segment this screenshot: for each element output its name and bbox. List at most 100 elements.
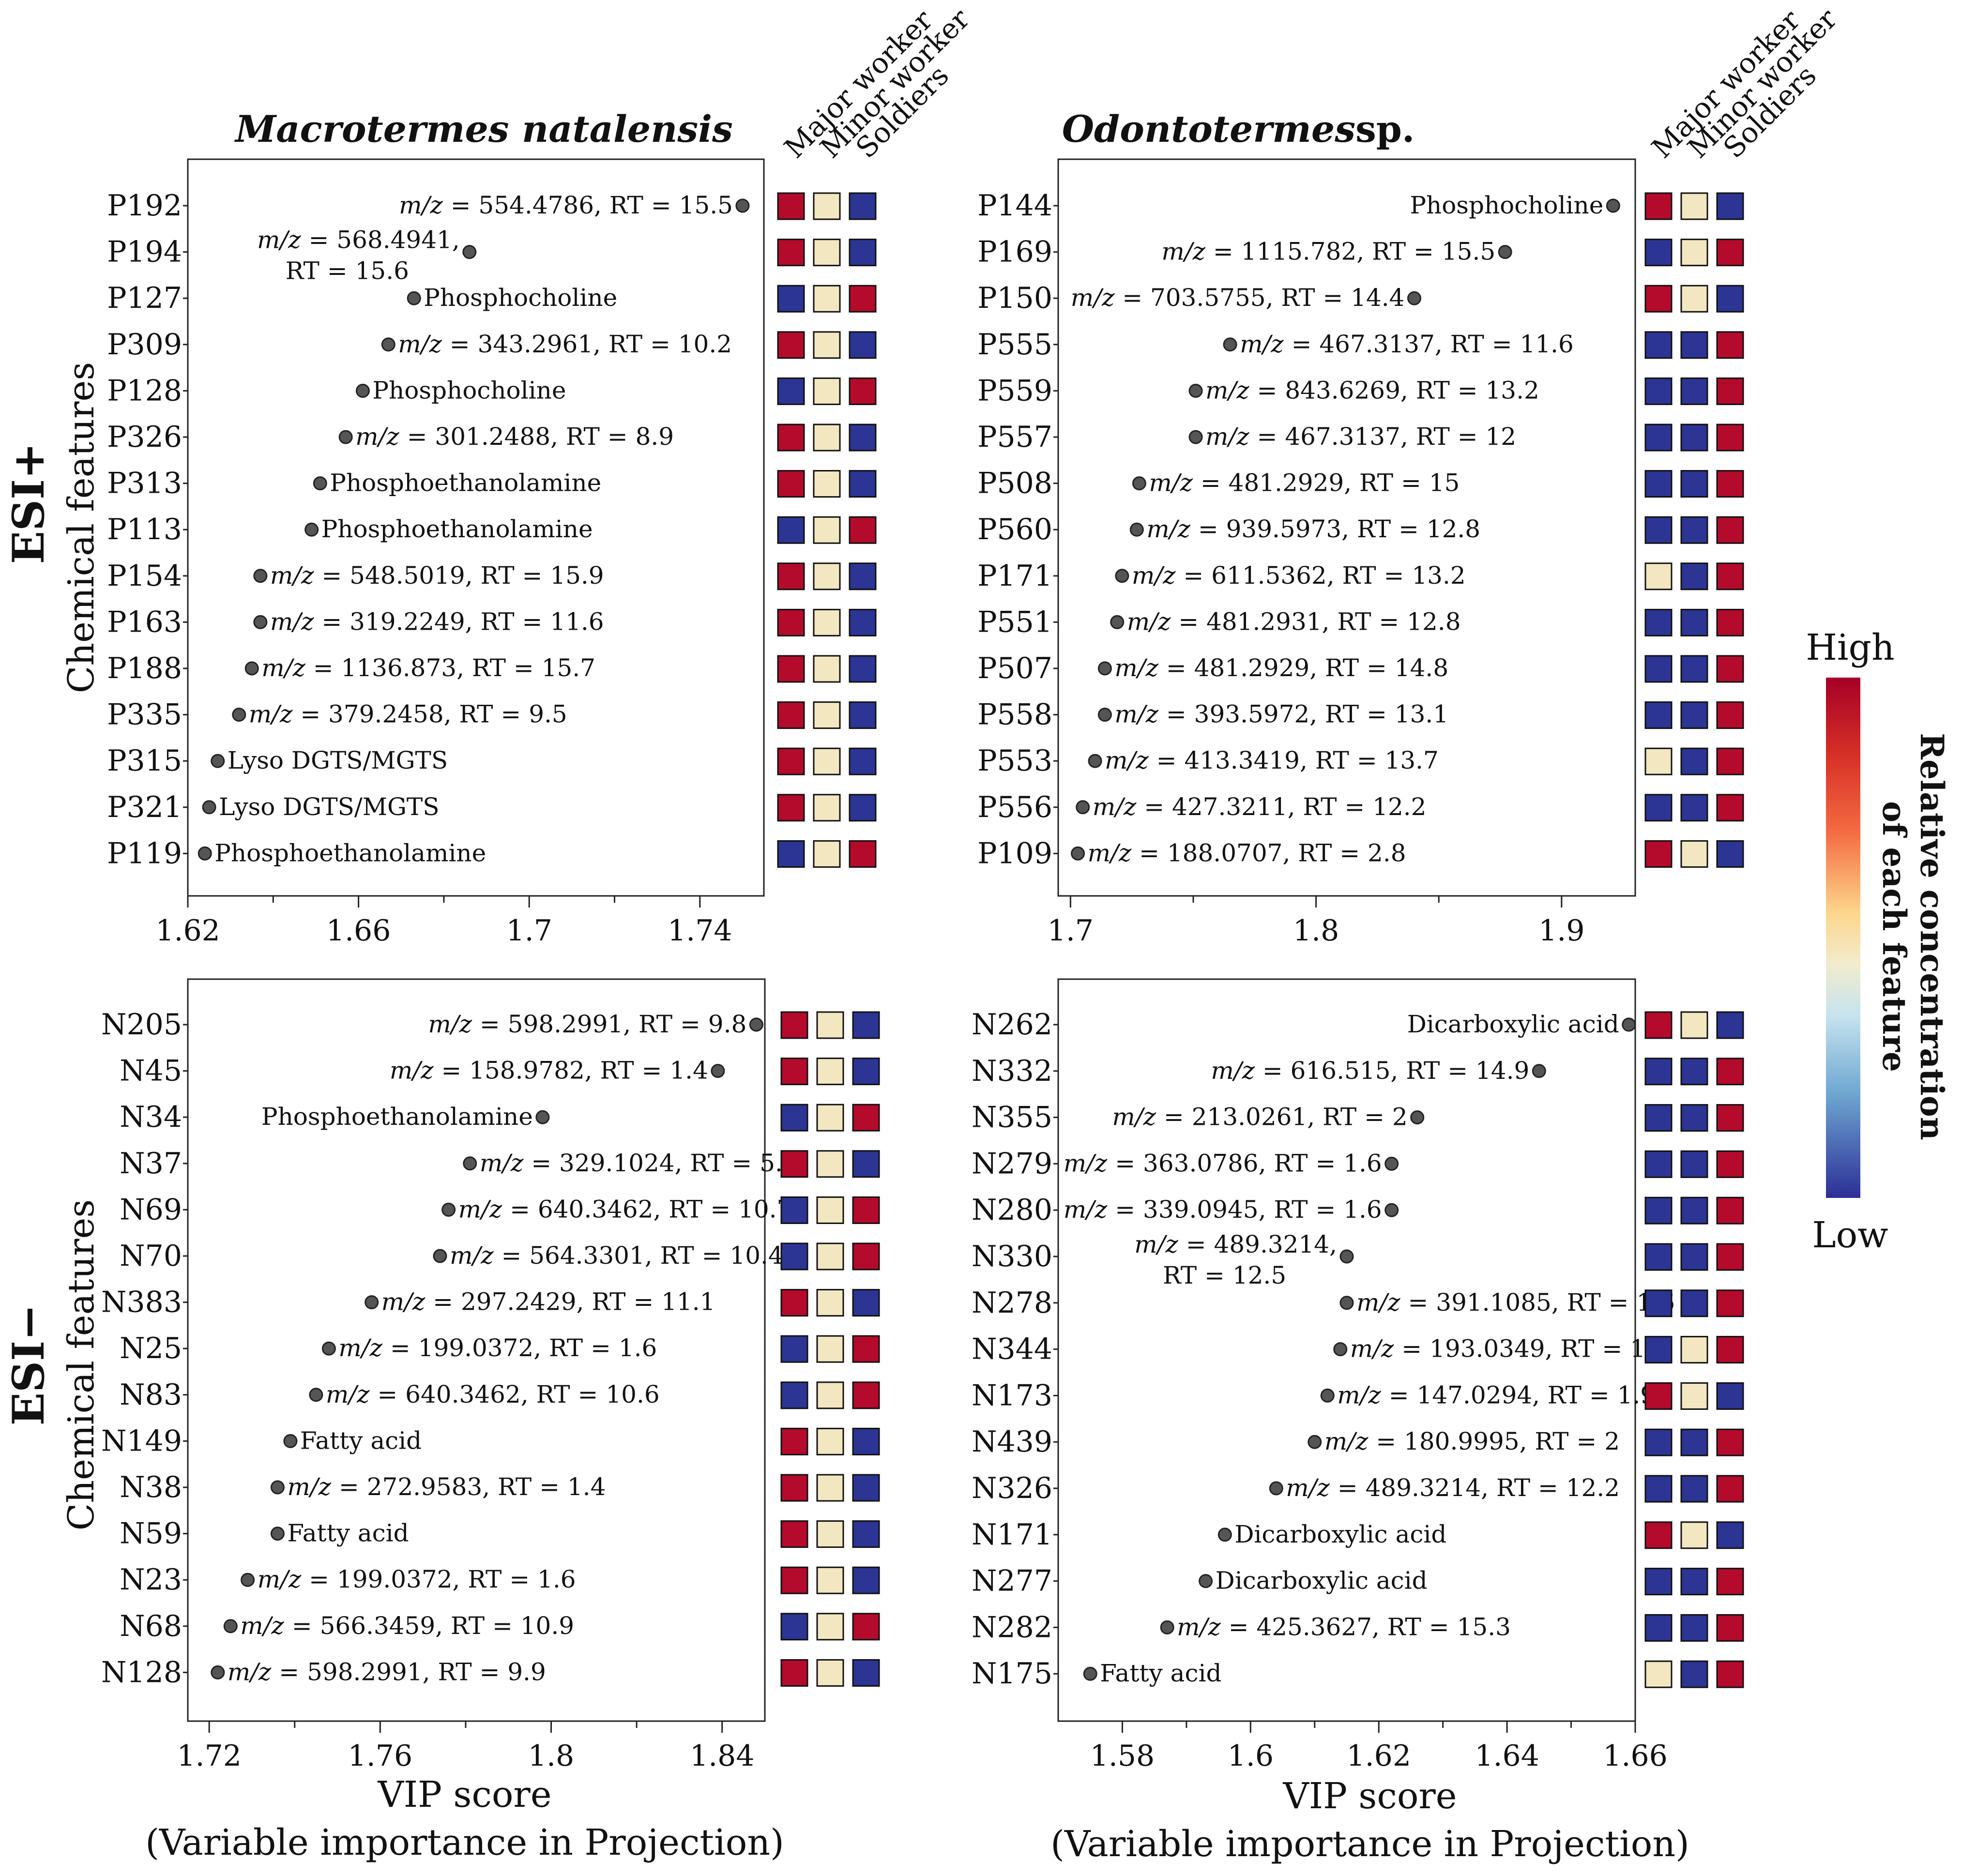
feature-annotation: m/z = 467.3137, RT = 12 bbox=[1205, 423, 1516, 451]
feature-annotation: m/z = 1115.782, RT = 15.5 bbox=[1161, 238, 1495, 266]
heat-cell bbox=[1716, 840, 1744, 868]
feature-id: P188 bbox=[107, 651, 182, 685]
feature-annotation: m/z = 363.0786, RT = 1.6 bbox=[1064, 1149, 1382, 1177]
heat-cell bbox=[777, 840, 805, 868]
feature-id: N330 bbox=[972, 1240, 1052, 1273]
feature-id: N262 bbox=[972, 1008, 1052, 1042]
heat-cell bbox=[1680, 331, 1708, 359]
heat-cell bbox=[1716, 1521, 1744, 1549]
heat-cell bbox=[1644, 1289, 1673, 1317]
heat-cell bbox=[1680, 470, 1708, 498]
heat-cell bbox=[1716, 516, 1744, 544]
feature-id: P119 bbox=[107, 836, 182, 870]
vip-point bbox=[1339, 1249, 1354, 1264]
heat-cell bbox=[852, 1196, 880, 1224]
heat-cell bbox=[1680, 840, 1708, 868]
feature-annotation: m/z = 427.3211, RT = 12.2 bbox=[1093, 793, 1427, 821]
heat-cell bbox=[1680, 1289, 1708, 1317]
vip-point bbox=[535, 1110, 550, 1124]
feature-id: N277 bbox=[972, 1564, 1052, 1598]
heat-cell bbox=[1716, 192, 1744, 220]
x-axis-label-left: VIP score bbox=[377, 1774, 551, 1815]
feature-annotation: m/z = 843.6269, RT = 13.2 bbox=[1205, 376, 1539, 404]
feature-id: P309 bbox=[107, 328, 182, 362]
feature-annotation: m/z = 481.2929, RT = 14.8 bbox=[1114, 654, 1448, 682]
heat-cell bbox=[1716, 794, 1744, 822]
x-tick-label: 1.74 bbox=[668, 914, 732, 948]
heat-cell bbox=[852, 1613, 880, 1641]
feature-annotation: m/z = 481.2931, RT = 12.8 bbox=[1127, 607, 1461, 635]
vip-point bbox=[202, 800, 216, 815]
feature-id: N173 bbox=[972, 1378, 1052, 1412]
vip-point bbox=[433, 1249, 447, 1263]
heat-cell bbox=[1716, 1475, 1744, 1503]
x-tick-label: 1.62 bbox=[1346, 1739, 1411, 1773]
panel-title-odontotermes-suffix: sp. bbox=[1355, 107, 1414, 151]
feature-id: P560 bbox=[977, 513, 1052, 546]
heat-cell bbox=[777, 470, 805, 498]
heat-cell bbox=[1644, 1336, 1673, 1364]
feature-annotation: m/z = 554.4786, RT = 15.5 bbox=[399, 191, 733, 219]
x-tick-label: 1.8 bbox=[1293, 914, 1339, 948]
heat-cell bbox=[1680, 192, 1708, 220]
heat-cell bbox=[852, 1150, 880, 1178]
feature-annotation: m/z = 703.5755, RT = 14.4 bbox=[1071, 284, 1405, 312]
heat-cell bbox=[849, 331, 877, 359]
heat-cell bbox=[777, 331, 805, 359]
feature-annotation: Phosphoethanolamine bbox=[321, 515, 593, 543]
heat-cell bbox=[1644, 608, 1673, 636]
heat-cell bbox=[1644, 1521, 1673, 1549]
heat-cell bbox=[849, 470, 877, 498]
panel-odontotermes-esi-negative: 1.58 1.6 1.62 1.64 1.66 N262 Dicarboxylic acid… bbox=[972, 978, 1744, 1773]
x-tick-label: 1.62 bbox=[155, 914, 220, 948]
feature-annotation: Dicarboxylic acid bbox=[1407, 1010, 1619, 1038]
y-axis-label-top: Chemical features bbox=[61, 362, 102, 694]
heat-cell bbox=[1644, 1058, 1673, 1086]
heat-cell bbox=[852, 1335, 880, 1363]
heat-cell bbox=[1680, 1614, 1708, 1642]
vip-point bbox=[735, 198, 750, 213]
feature-id: N175 bbox=[972, 1657, 1052, 1691]
feature-id: N332 bbox=[972, 1054, 1052, 1088]
vip-point bbox=[441, 1202, 456, 1217]
heat-cell bbox=[1644, 1475, 1673, 1503]
feature-annotation: m/z = 180.9995, RT = 2 bbox=[1324, 1427, 1620, 1455]
plot-frame bbox=[187, 978, 766, 1722]
heat-cell bbox=[813, 747, 841, 775]
x-tick-label: 1.72 bbox=[177, 1739, 242, 1773]
vip-point bbox=[1188, 430, 1203, 444]
heat-cell bbox=[1716, 1660, 1744, 1688]
heat-cell bbox=[1716, 1614, 1744, 1642]
feature-id: N280 bbox=[972, 1193, 1052, 1227]
vip-point bbox=[1083, 1666, 1097, 1681]
heat-cell bbox=[777, 747, 805, 775]
heat-cell bbox=[816, 1520, 844, 1548]
feature-id: P556 bbox=[977, 790, 1052, 824]
heat-cell bbox=[1644, 655, 1673, 683]
heat-cell bbox=[1680, 1011, 1708, 1039]
heat-cell bbox=[816, 1011, 844, 1039]
vip-point bbox=[1532, 1064, 1546, 1078]
vip-point bbox=[365, 1295, 379, 1310]
feature-id: N326 bbox=[972, 1471, 1052, 1505]
heat-cell bbox=[1716, 608, 1744, 636]
feature-annotation: m/z = 319.2249, RT = 11.6 bbox=[270, 607, 604, 635]
heat-cell bbox=[1644, 1011, 1673, 1039]
heat-cell bbox=[849, 516, 877, 544]
heat-cell bbox=[1680, 1336, 1708, 1364]
heat-cell bbox=[777, 794, 805, 822]
vip-point bbox=[223, 1619, 238, 1634]
heat-cell bbox=[852, 1566, 880, 1594]
feature-id: P144 bbox=[977, 189, 1052, 223]
feature-annotation: m/z = 548.5019, RT = 15.9 bbox=[270, 561, 604, 590]
vip-point bbox=[253, 569, 268, 583]
feature-id: P127 bbox=[107, 281, 182, 315]
vip-point bbox=[1199, 1574, 1213, 1589]
heat-cell bbox=[813, 239, 841, 267]
heat-cell bbox=[777, 701, 805, 729]
heat-cell bbox=[1644, 1382, 1673, 1410]
vip-point bbox=[1333, 1342, 1348, 1357]
vip-point bbox=[407, 291, 421, 305]
heat-cell bbox=[849, 285, 877, 313]
